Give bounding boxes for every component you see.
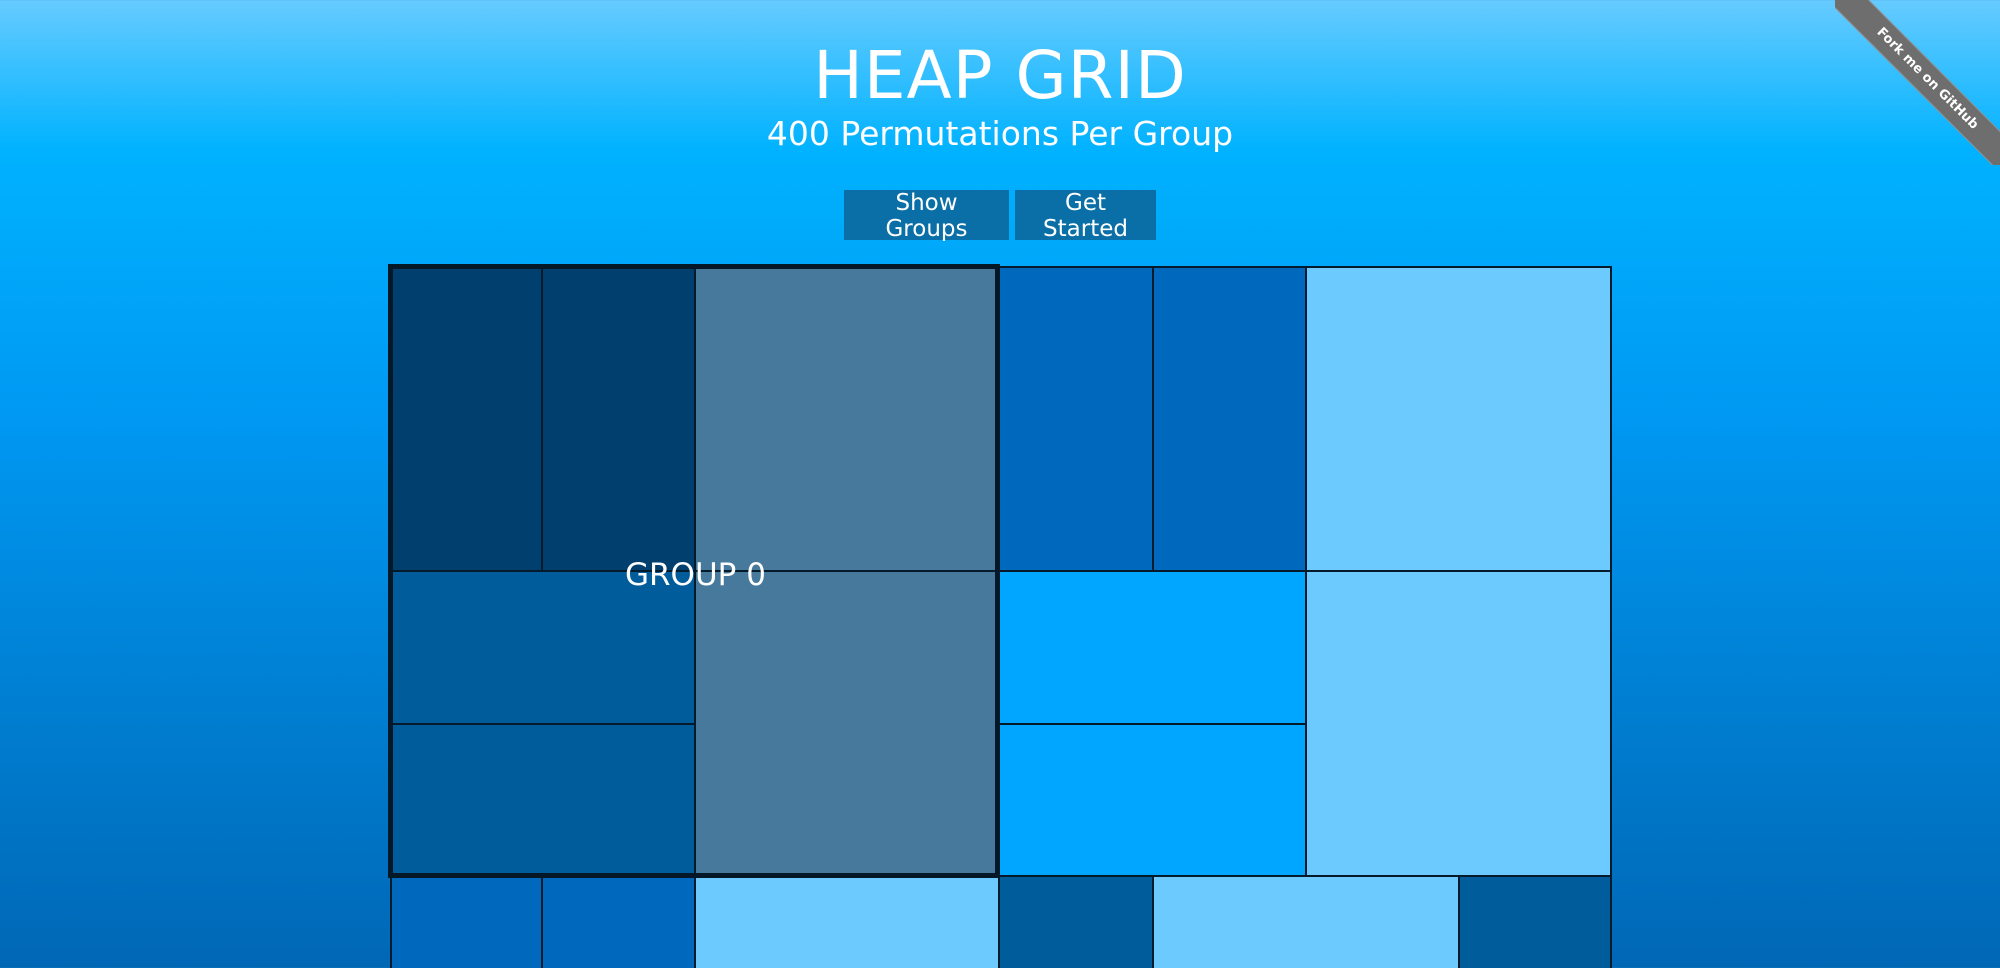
grid-cell[interactable]: [390, 570, 696, 725]
grid-cell[interactable]: [1305, 570, 1612, 877]
grid-cell[interactable]: [1152, 266, 1307, 572]
page-subtitle: 400 Permutations Per Group: [766, 114, 1234, 153]
fork-me-ribbon[interactable]: Fork me on GitHub: [1835, 0, 2000, 165]
grid-cell[interactable]: [694, 875, 1000, 968]
grid-cell[interactable]: [694, 266, 1000, 574]
grid-cell[interactable]: [390, 266, 543, 572]
group-label: GROUP 0: [625, 557, 766, 593]
grid-cell[interactable]: [541, 875, 696, 968]
grid-cell[interactable]: [541, 266, 696, 572]
get-started-button[interactable]: Get Started: [1015, 190, 1156, 242]
grid-cell[interactable]: [1458, 875, 1612, 968]
grid-cell[interactable]: [998, 723, 1307, 877]
grid-cell[interactable]: [694, 570, 1000, 877]
grid-cell[interactable]: [390, 875, 543, 968]
grid-cell[interactable]: [1305, 266, 1612, 572]
grid-cell[interactable]: [1152, 875, 1460, 968]
grid-cell[interactable]: [998, 875, 1154, 968]
github-ribbon-container: Fork me on GitHub: [1835, 0, 2000, 165]
page-title: HEAP GRID: [813, 37, 1187, 114]
grid-cell[interactable]: [998, 570, 1307, 725]
action-buttons: Show Groups Get Started: [844, 190, 1156, 242]
show-groups-button[interactable]: Show Groups: [844, 190, 1009, 242]
grid-cell[interactable]: [998, 266, 1154, 572]
grid-cell[interactable]: [390, 723, 696, 877]
